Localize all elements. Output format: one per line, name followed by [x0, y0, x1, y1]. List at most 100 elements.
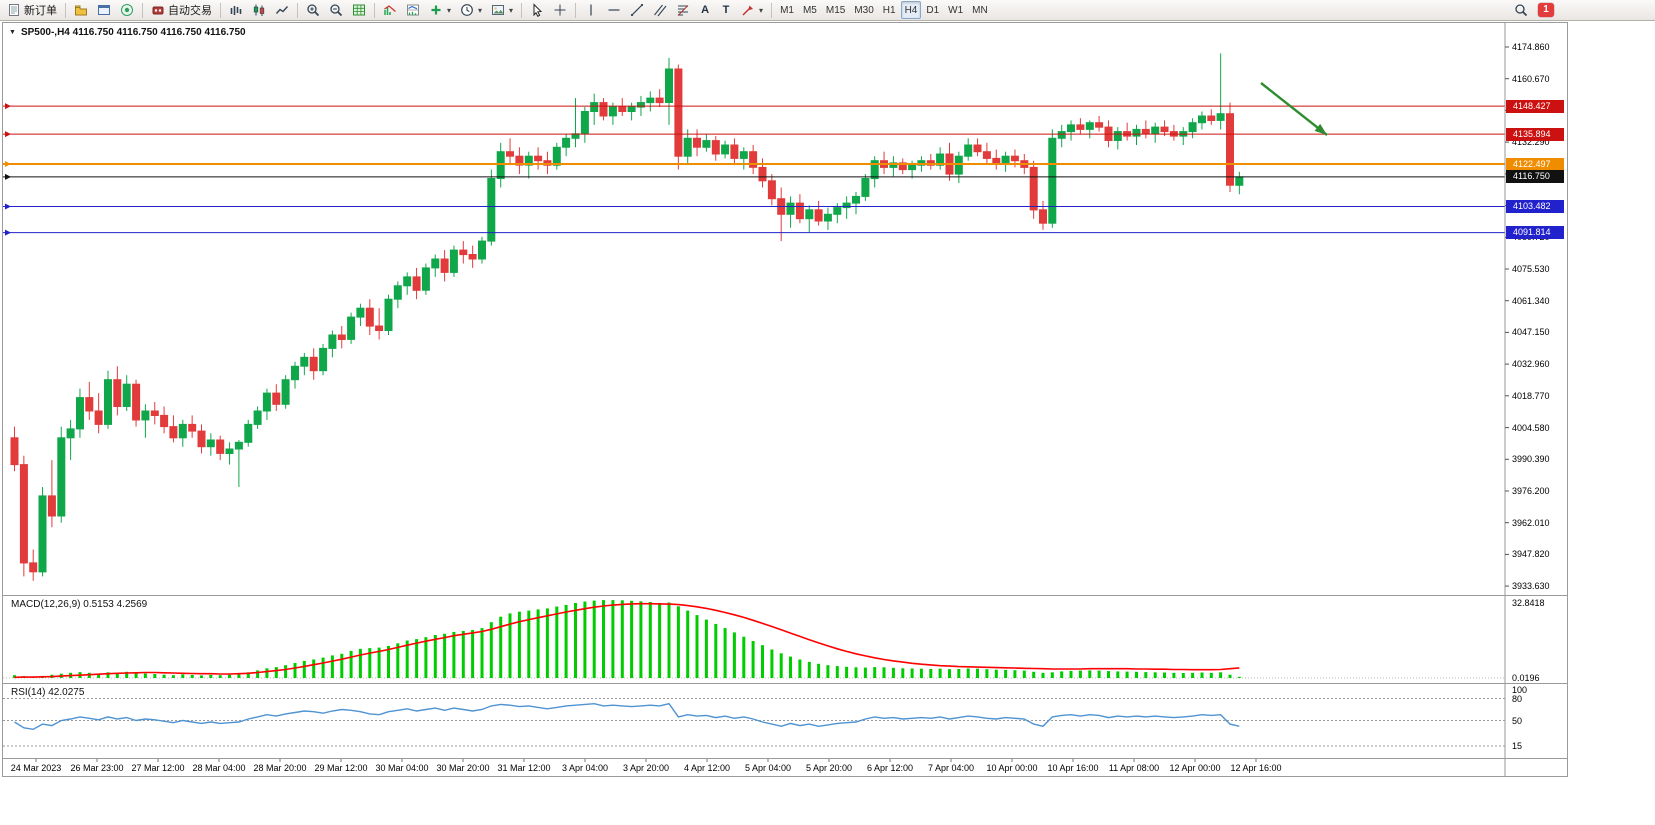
candle[interactable] [188, 415, 197, 438]
timeframe-h4-button[interactable]: H4 [900, 1, 922, 19]
arrow-annotation[interactable] [1260, 82, 1328, 136]
candle[interactable] [1141, 120, 1150, 139]
candle[interactable] [122, 375, 131, 411]
candle[interactable] [982, 142, 991, 166]
price-line-tag[interactable]: 4091.814 [1506, 226, 1564, 240]
text-button[interactable]: A [695, 1, 715, 19]
candle[interactable] [150, 402, 159, 425]
timeframe-m5-button[interactable]: M5 [799, 1, 821, 19]
candle[interactable] [47, 460, 56, 528]
candle[interactable] [197, 424, 206, 454]
tile-windows-button[interactable] [348, 1, 370, 19]
price-line-tag[interactable]: 4148.427 [1506, 99, 1564, 113]
candle[interactable] [253, 406, 262, 429]
candle[interactable] [132, 379, 141, 427]
candle[interactable] [1188, 118, 1197, 139]
notification-badge[interactable]: 1 [1538, 3, 1554, 17]
candle[interactable] [618, 98, 627, 116]
candle[interactable] [1132, 124, 1141, 145]
snapshot-button[interactable]: ▾ [487, 1, 517, 19]
candle[interactable] [347, 312, 356, 344]
equidistant-channel-button[interactable] [649, 1, 671, 19]
candle[interactable] [393, 281, 402, 309]
candle[interactable] [683, 129, 692, 166]
candle[interactable] [57, 426, 66, 523]
current-price-tag[interactable]: 4116.750 [1506, 170, 1564, 184]
candle[interactable] [1076, 118, 1085, 134]
candle[interactable] [805, 205, 814, 233]
candle[interactable] [403, 272, 412, 295]
candle[interactable] [1169, 124, 1178, 141]
candle[interactable] [225, 442, 234, 465]
candle[interactable] [487, 169, 496, 246]
pane-resize-handle[interactable] [3, 594, 1567, 598]
candle[interactable] [478, 236, 486, 264]
candle[interactable] [543, 151, 552, 175]
candle[interactable] [562, 133, 571, 157]
navigator-button[interactable] [116, 1, 138, 19]
candle[interactable] [749, 145, 758, 175]
candle[interactable] [861, 174, 870, 201]
candle[interactable] [1198, 111, 1206, 130]
candle[interactable] [1085, 120, 1094, 139]
candle[interactable] [973, 138, 982, 157]
candle[interactable] [234, 440, 243, 487]
candle[interactable] [1207, 109, 1216, 125]
candle[interactable] [10, 426, 19, 472]
candle[interactable] [375, 308, 384, 340]
candle[interactable] [1123, 122, 1132, 141]
candle[interactable] [534, 147, 543, 170]
candle[interactable] [954, 151, 963, 183]
candle[interactable] [936, 147, 945, 170]
timeframe-m1-button[interactable]: M1 [776, 1, 798, 19]
candle[interactable] [85, 381, 94, 420]
candle[interactable] [889, 156, 898, 177]
candle[interactable] [356, 303, 365, 326]
candlestick-chart-button[interactable] [248, 1, 270, 19]
pane-resize-handle[interactable] [3, 682, 1567, 686]
candle[interactable] [870, 156, 879, 188]
candle[interactable] [1067, 120, 1075, 141]
candle[interactable] [1216, 53, 1225, 130]
pane-resize-handle[interactable] [3, 757, 1567, 761]
candle[interactable] [412, 267, 421, 300]
search-button[interactable] [1510, 1, 1532, 19]
candle[interactable] [421, 263, 430, 295]
price-line-tag[interactable]: 4103.482 [1506, 200, 1564, 213]
candle[interactable] [552, 142, 561, 170]
candle[interactable] [29, 549, 38, 581]
candle[interactable] [739, 147, 748, 170]
candle[interactable] [76, 388, 84, 438]
candle[interactable] [1039, 200, 1047, 230]
candle[interactable] [655, 89, 664, 107]
cursor-button[interactable] [526, 1, 548, 19]
candle[interactable] [1113, 127, 1122, 150]
candle[interactable] [627, 102, 636, 121]
candle[interactable] [795, 194, 804, 224]
candle[interactable] [506, 138, 514, 166]
price-line-tag[interactable]: 4122.497 [1506, 157, 1564, 171]
vertical-line-button[interactable] [580, 1, 602, 19]
candle[interactable] [1048, 129, 1057, 228]
candle[interactable] [926, 154, 935, 170]
candle[interactable] [1057, 124, 1066, 148]
candle[interactable] [216, 435, 225, 461]
candle[interactable] [515, 147, 524, 175]
candle[interactable] [590, 93, 599, 125]
candle[interactable] [328, 330, 337, 358]
candle[interactable] [206, 433, 215, 456]
candle[interactable] [244, 419, 253, 447]
candle[interactable] [814, 200, 823, 226]
candle[interactable] [767, 174, 776, 206]
price-line-tag[interactable]: 4135.894 [1506, 127, 1564, 141]
crosshair-button[interactable] [549, 1, 571, 19]
timeframe-h1-button[interactable]: H1 [879, 1, 900, 19]
candle[interactable] [571, 98, 580, 148]
fibonacci-button[interactable] [672, 1, 694, 19]
collapse-chart-icon[interactable] [9, 29, 16, 36]
trendline-button[interactable] [626, 1, 648, 19]
candle[interactable] [94, 393, 103, 434]
timeframe-w1-button[interactable]: W1 [944, 1, 967, 19]
candle[interactable] [1095, 116, 1104, 132]
candle[interactable] [141, 404, 150, 438]
